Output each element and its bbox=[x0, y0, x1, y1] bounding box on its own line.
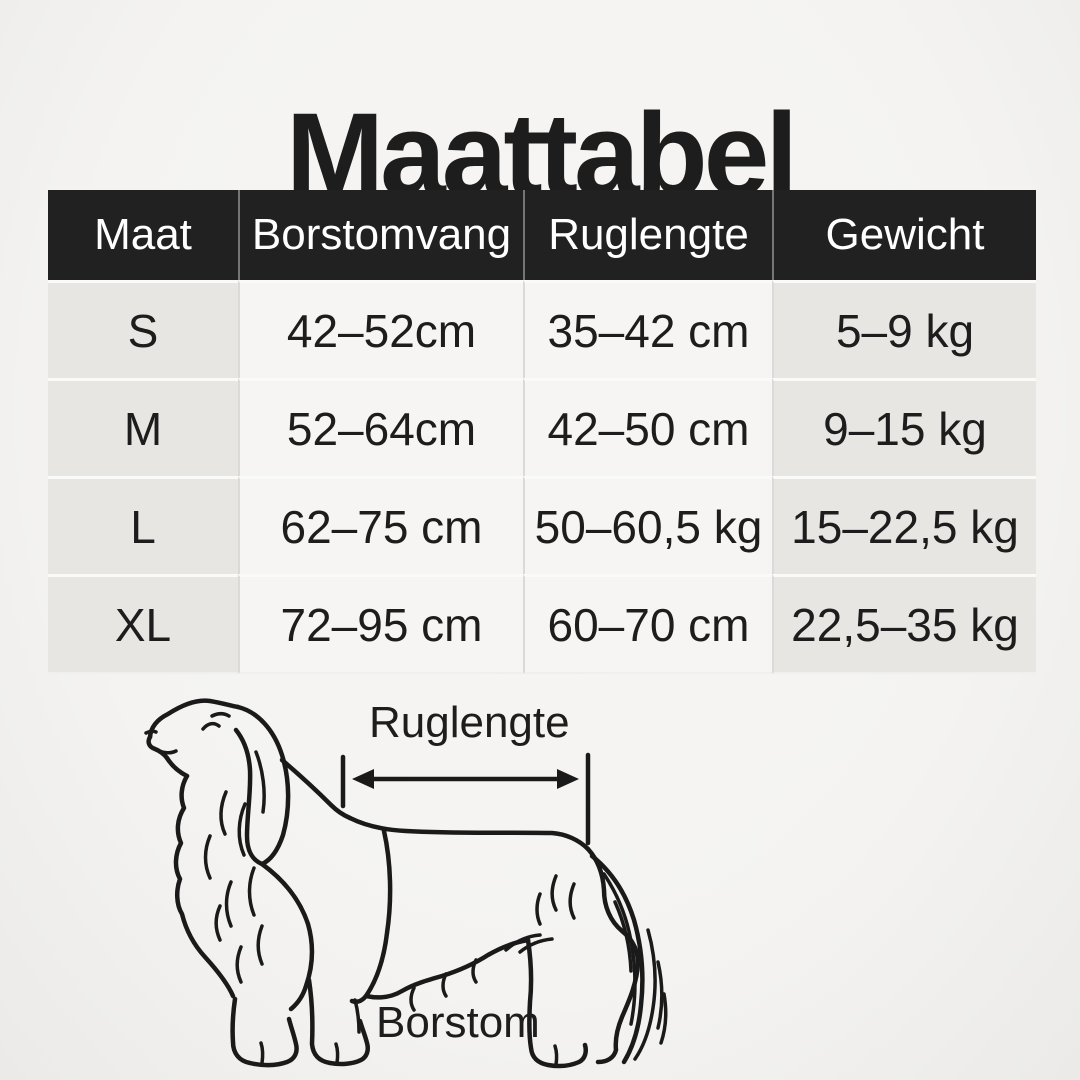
header-back: Ruglengte bbox=[523, 190, 772, 280]
back-cell: 42–50 cm bbox=[523, 378, 772, 476]
size-cell: M bbox=[48, 378, 238, 476]
size-cell: S bbox=[48, 280, 238, 378]
weight-cell: 15–22,5 kg bbox=[772, 476, 1036, 574]
size-cell: L bbox=[48, 476, 238, 574]
back-length-arrow bbox=[340, 752, 591, 846]
table-row-l: L 62–75 cm 50–60,5 kg 15–22,5 kg bbox=[48, 476, 1036, 574]
chest-label: Borstom bbox=[376, 998, 540, 1047]
back-cell: 60–70 cm bbox=[523, 574, 772, 674]
weight-cell: 22,5–35 kg bbox=[772, 574, 1036, 674]
back-cell: 35–42 cm bbox=[523, 280, 772, 378]
header-weight: Gewicht bbox=[772, 190, 1036, 280]
weight-cell: 5–9 kg bbox=[772, 280, 1036, 378]
table-row-m: M 52–64cm 42–50 cm 9–15 kg bbox=[48, 378, 1036, 476]
header-size: Maat bbox=[48, 190, 238, 280]
weight-cell: 9–15 kg bbox=[772, 378, 1036, 476]
size-table: Maat Borstomvang Ruglengte Gewicht S 42–… bbox=[48, 190, 1036, 674]
chest-cell: 72–95 cm bbox=[238, 574, 523, 674]
chest-cell: 52–64cm bbox=[238, 378, 523, 476]
back-length-label: Ruglengte bbox=[369, 698, 570, 747]
size-cell: XL bbox=[48, 574, 238, 674]
chest-cell: 42–52cm bbox=[238, 280, 523, 378]
table-row-xl: XL 72–95 cm 60–70 cm 22,5–35 kg bbox=[48, 574, 1036, 674]
table-row-s: S 42–52cm 35–42 cm 5–9 kg bbox=[48, 280, 1036, 378]
chest-cell: 62–75 cm bbox=[238, 476, 523, 574]
table-header-row: Maat Borstomvang Ruglengte Gewicht bbox=[48, 190, 1036, 280]
header-chest: Borstomvang bbox=[238, 190, 523, 280]
back-cell: 50–60,5 kg bbox=[523, 476, 772, 574]
